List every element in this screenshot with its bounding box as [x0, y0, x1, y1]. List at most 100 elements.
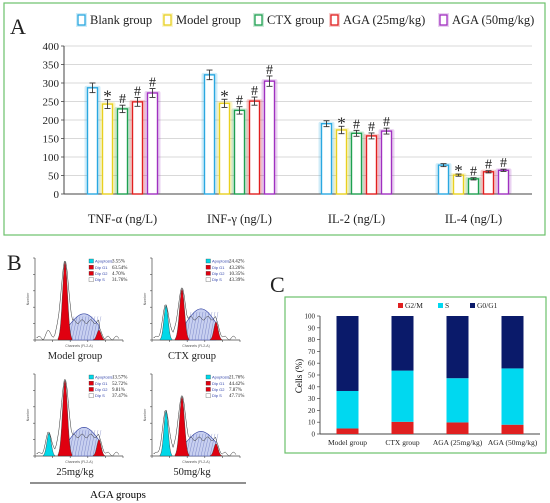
flow-histogram: Number Channels (FL2-A) Apoptosis 3.55% Dip … — [26, 257, 127, 362]
flow-legend-swatch — [88, 277, 94, 282]
bar — [350, 132, 363, 195]
y-tick-label: 70 — [308, 348, 316, 356]
panel-c-letter: C — [270, 272, 285, 297]
flow-g2-peak — [209, 443, 223, 457]
panel-a-bars: * # # # * # # # * # # # * # # # — [84, 63, 512, 195]
panel-b-letter: B — [7, 250, 22, 275]
x-category-label: TNF-α (ng/L) — [88, 212, 157, 226]
bar — [146, 92, 159, 195]
flow-legend-value: 10.35% — [229, 272, 244, 277]
panel-c-axes: 0 10 20 30 40 50 60 70 80 90 100 Model group CTX gro… — [305, 313, 540, 447]
flow-s-hatch — [194, 311, 201, 341]
x-category-label: IL-2 (ng/L) — [328, 212, 385, 226]
flow-s-phase-area — [68, 313, 100, 341]
flow-s-hatch — [89, 316, 96, 341]
flow-legend-value: 31.76% — [112, 278, 127, 283]
aga-group-label: AGA groups — [90, 489, 146, 501]
y-tick-label: 50 — [48, 171, 60, 183]
legend-label: AGA (25mg/kg) — [343, 13, 425, 27]
flow-legend-swatch — [205, 258, 211, 264]
y-tick-label: 400 — [43, 41, 60, 53]
stacked-bar-segment — [446, 422, 469, 434]
flow-s-hatch — [74, 430, 81, 457]
significance-mark: * — [220, 86, 229, 105]
flow-legend-value: 43.26% — [229, 266, 244, 271]
significance-mark: # — [500, 156, 507, 171]
stacked-bar-segment — [501, 368, 524, 425]
panel-c-legend: G2/M S G0/G1 — [398, 301, 498, 310]
stacked-bar-segment — [446, 378, 469, 423]
flow-s-hatch — [71, 316, 78, 341]
flow-g1-peak — [57, 261, 73, 341]
significance-mark: # — [485, 158, 492, 173]
flow-legend-swatch — [205, 393, 211, 398]
legend-swatch — [470, 303, 475, 308]
panel-a-legend: Blank group Model group CTX group AGA (25mg… — [76, 13, 534, 27]
stacked-bar-segment — [501, 316, 524, 369]
bar — [86, 87, 99, 195]
flow-legend-value: 3.55% — [112, 260, 125, 265]
y-tick-label: 80 — [308, 336, 316, 344]
legend-label: Model group — [176, 13, 241, 27]
flow-s-phase-area — [185, 308, 217, 341]
panel-a: A 0 50 100 150 200 250 300 350 400 TNF-α (ng/L) IN… — [3, 2, 546, 236]
stacked-bar-segment — [446, 316, 469, 379]
bar — [482, 171, 495, 195]
flow-s-hatch — [194, 433, 201, 457]
flow-s-phase-area — [185, 431, 217, 457]
flow-legend-label: Dip G2 — [95, 271, 108, 276]
flow-legend-label: Apoptosis — [212, 259, 230, 264]
flow-s-hatch — [206, 311, 213, 341]
bar — [380, 130, 393, 195]
flow-legend-label: Dip S — [212, 393, 222, 398]
x-category-label: IL-4 (ng/L) — [445, 212, 502, 226]
histogram-x-label: Channels (FL2-A) — [182, 344, 210, 348]
bar — [320, 122, 333, 195]
flow-s-hatch — [188, 311, 195, 341]
bar — [203, 74, 216, 195]
y-tick-label: 20 — [308, 407, 316, 415]
x-category-label: CTX group — [385, 438, 420, 447]
flow-s-hatch — [92, 316, 99, 341]
flow-histogram: Number Channels (FL2-A) Apoptosis 13.57% Dip… — [26, 373, 127, 478]
flow-s-hatch — [86, 316, 93, 341]
flow-s-hatch — [89, 430, 96, 457]
bar — [248, 100, 261, 195]
flow-legend-swatch — [205, 277, 211, 282]
flow-legend-value: 37.47% — [112, 394, 127, 399]
significance-mark: # — [134, 84, 141, 99]
bar — [497, 169, 510, 195]
y-tick-label: 200 — [43, 115, 60, 127]
stacked-bar-segment — [391, 421, 414, 434]
flow-legend-swatch — [88, 381, 94, 386]
flow-legend-swatch — [88, 258, 94, 264]
legend-swatch — [439, 14, 448, 26]
significance-mark: * — [103, 87, 112, 106]
panel-c: C 0 10 20 30 40 50 60 70 80 90 100 Model group CTX g… — [270, 272, 547, 454]
flow-s-hatch — [188, 433, 195, 457]
legend-swatch — [398, 303, 403, 308]
flow-g2-peak — [209, 321, 223, 341]
flow-s-hatch — [71, 430, 78, 457]
flow-s-hatch — [74, 316, 81, 341]
flow-s-hatch — [197, 433, 204, 457]
flow-legend-label: Dip G2 — [212, 271, 225, 276]
stacked-bar-segment — [501, 424, 524, 434]
stacked-bar-segment — [391, 370, 414, 422]
histogram-y-label: Number — [26, 292, 30, 305]
bar — [218, 102, 231, 195]
legend-label: G0/G1 — [477, 301, 498, 310]
y-tick-label: 300 — [43, 78, 60, 90]
legend-swatch — [330, 14, 339, 26]
flow-legend-label: Dip G2 — [95, 387, 108, 392]
flow-legend-value: 13.57% — [112, 376, 127, 381]
legend-label: G2/M — [405, 301, 423, 310]
x-category-label: AGA (50mg/kg) — [488, 438, 538, 447]
significance-mark: # — [236, 94, 243, 109]
flow-legend-label: Dip G1 — [212, 265, 225, 270]
flow-s-hatch — [77, 316, 84, 341]
histogram-y-label: Number — [26, 408, 30, 421]
flow-s-hatch — [203, 433, 210, 457]
flow-legend-value: 47.71% — [229, 394, 244, 399]
flow-panel-caption: 50mg/kg — [173, 467, 211, 478]
